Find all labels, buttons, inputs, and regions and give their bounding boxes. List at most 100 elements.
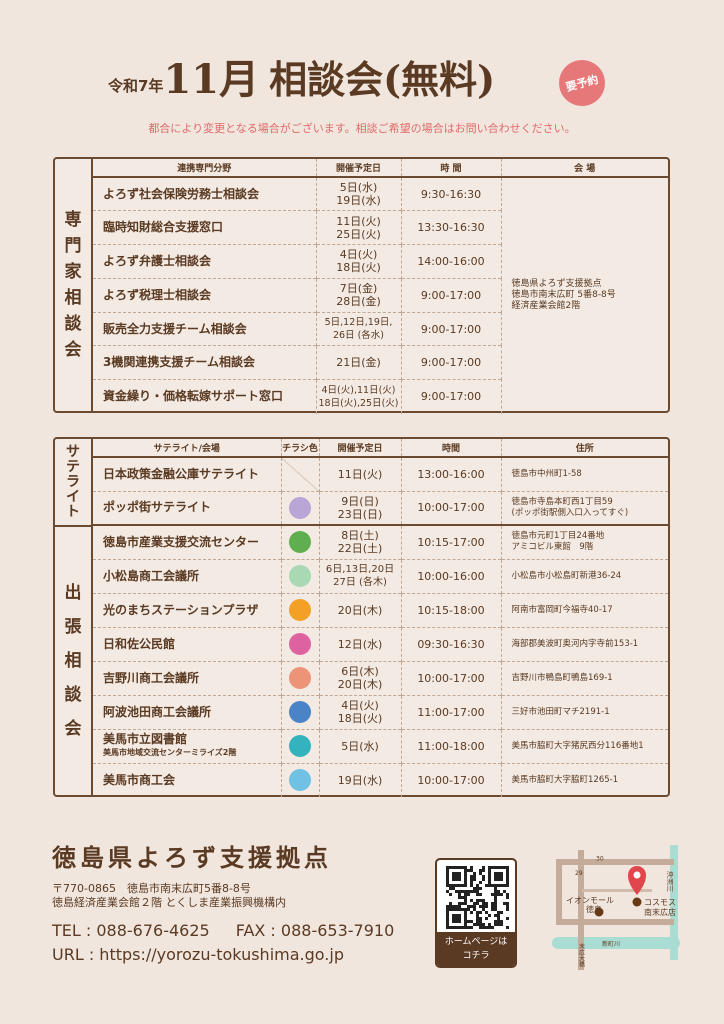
venue-address: 小松島市小松島町新港36-24 [500,558,668,593]
road [556,859,562,925]
svg-text:イオンモール: イオンモール [566,896,614,905]
svg-text:29: 29 [575,870,583,877]
contact-fax: FAX : 088-653-7910 [235,921,395,940]
consultation-dates: 5日(水) [318,728,401,763]
table-row: 小松島商工会議所 6日,13日,20日 27日 (各木) 10:00-16:00 小松島… [93,558,668,593]
consultation-time: 10:00-17:00 [400,490,501,525]
consultation-name: 資金繰り・価格転嫁サポート窓口 [93,379,316,414]
road [556,919,674,925]
venue-address: 徳島市寺島本町西1丁目59 (ポッポ街駅側入口入ってすぐ) [500,490,668,525]
consultation-name: 販売全力支援チーム相談会 [93,311,316,346]
venue-address: 美馬市脇町大字猪尻西分116番地1 [500,728,668,763]
venue-address: 徳島市中州町1-58 [500,456,668,491]
satellite-side-label: サテライト [55,439,93,525]
consultation-dates: 20日(木) [318,592,401,627]
consultation-name: よろず税理士相談会 [93,277,316,313]
flyer-color [280,490,319,525]
flyer-color [280,626,319,661]
consultation-time: 14:00-16:00 [400,244,501,279]
flyer-color [280,592,319,627]
table-row: 美馬市立図書館 美馬市地域交流センターミライズ2階 5日(水) 11:00-18:00… [93,728,668,763]
consultation-time: 13:30-16:30 [400,210,501,245]
table-row: 阿波池田商工会議所 4日(火) 18日(火) 11:00-17:00 三好市池田町マチ2… [93,694,668,729]
qr-code-icon [446,866,509,929]
consultation-dates: 9日(日) 23日(日) [318,490,401,525]
consultation-dates: 5日(水) 19日(水) [315,176,401,211]
venue-name: 阿波池田商工会議所 [93,694,281,729]
column-header: 開催予定日 [318,439,401,458]
road [582,889,652,892]
venue-name: 吉野川商工会議所 [93,660,281,695]
table-row: 吉野川商工会議所 6日(木) 20日(木) 10:00-17:00 吉野川市鴨島町鴨島1… [93,660,668,695]
consultation-time: 9:00-17:00 [400,379,501,414]
color-dot-icon [289,531,311,554]
organization-name: 徳島県よろず支援拠点 [52,843,332,872]
table-row: よろず弁護士相談会 4日(火) 18日(火) 14:00-16:00 [93,244,668,279]
svg-text:コスモス: コスモス [644,898,676,907]
column-header: 連携専門分野 [93,159,316,178]
consultation-name: よろず弁護士相談会 [93,244,316,279]
consultation-dates: 6日,13日,20日 27日 (各木) [318,558,401,593]
color-dot-icon [289,701,311,723]
consultation-time: 9:30-16:30 [400,176,501,211]
consultation-dates: 4日(火) 18日(火) [315,244,401,279]
venue-name: 日和佐公民館 [93,626,281,661]
aeon-mall-marker [594,907,604,917]
notice-text: 都合により変更となる場合がございます。相談ご希望の場合はお問い合わせください。 [148,122,576,135]
flyer-color [280,762,319,797]
table-row: 美馬市商工会 19日(水) 10:00-17:00 美馬市脇町大字脇町1265-1 [93,762,668,797]
consultation-time: 10:15-18:00 [400,592,501,627]
color-dot-icon [289,667,311,689]
consultation-dates: 5日,12日,19日, 26日 (各水) [315,311,401,346]
table-row: 日和佐公民館 12日(水) 09:30-16:30 海部郡美波町奥河内字寺前153-1 [93,626,668,661]
svg-text:南末広店: 南末広店 [644,907,676,917]
outreach-side-label: 出張相談会 [55,525,93,795]
flyer-color [280,558,319,593]
color-dot-icon [289,735,311,757]
consultation-dates: 19日(水) [318,762,401,797]
venue-name: 光のまちステーションプラザ [93,592,281,627]
location-pin-icon [628,866,646,895]
consultation-time: 10:00-16:00 [400,558,501,593]
consultation-time: 11:00-18:00 [400,728,501,763]
cosmos-marker [632,897,642,907]
column-header: サテライト/会場 [93,439,281,458]
color-dot-icon [289,633,311,655]
flyer-color [280,660,319,695]
venue-name: 美馬市商工会 [93,762,281,797]
homepage-qr-code[interactable]: ホームページは コチラ [435,858,517,968]
venue-name: ポッポ街サテライト [93,490,281,525]
consultation-dates: 21日(金) [315,345,401,380]
svg-text:新町川: 新町川 [602,940,620,948]
consultation-name: 3機関連携支援チーム相談会 [93,345,316,380]
consultation-dates: 11日(火) 25日(火) [315,210,401,245]
flyer-color [280,456,319,491]
consultation-dates: 8日(土) 22日(土) [318,524,401,559]
venue-address: 吉野川市鴨島町鴨島169-1 [500,660,668,695]
color-dot-icon [289,769,311,792]
consultation-venue: 徳島県よろず支援拠点 徳島市南末広町 5番8-8号 経済産業会館2階 [500,176,668,414]
consultation-dates: 4日(火) 18日(火) [318,694,401,729]
consultation-time: 13:00-16:00 [400,456,501,491]
venue-name: 美馬市立図書館 美馬市地域交流センターミライズ2階 [93,728,281,763]
table-row: 3機関連携支援チーム相談会 21日(金) 9:00-17:00 [93,345,668,380]
consultation-time: 09:30-16:30 [400,626,501,661]
table-row: 日本政策金融公庫サテライト 11日(火) 13:00-16:00 徳島市中州町1-58 [93,456,668,491]
consultation-name: 臨時知財総合支援窓口 [93,210,316,245]
website-link[interactable]: URL : https://yorozu-tokushima.go.jp [52,945,344,964]
expert-side-label: 専門家相談会 [55,159,93,411]
expert-consultation-table: 専門家相談会 連携専門分野 開催予定日時 間会 場よろず社会保険労務士相談会 5日(… [53,157,670,414]
column-header: 住所 [500,439,668,458]
flyer-color [280,524,319,559]
consultation-time: 9:00-17:00 [400,311,501,346]
contact-phone: TEL : 088-676-4625 FAX : 088-653-7910 [52,921,395,940]
consultation-name: よろず社会保険労務士相談会 [93,176,316,211]
column-header: 会 場 [500,159,668,178]
table-row: 徳島市産業支援交流センター 8日(土) 22日(土) 10:15-17:00 徳島市元町… [93,524,668,559]
venue-address: 海部郡美波町奥河内字寺前153-1 [500,626,668,661]
column-header: 時 間 [400,159,501,178]
venue-name: 日本政策金融公庫サテライト [93,456,281,491]
table-row: よろず社会保険労務士相談会 5日(水) 19日(水) 9:30-16:30 徳島県よろず… [93,176,668,414]
column-header: 時間 [400,439,501,458]
consultation-dates: 11日(火) [318,456,401,491]
